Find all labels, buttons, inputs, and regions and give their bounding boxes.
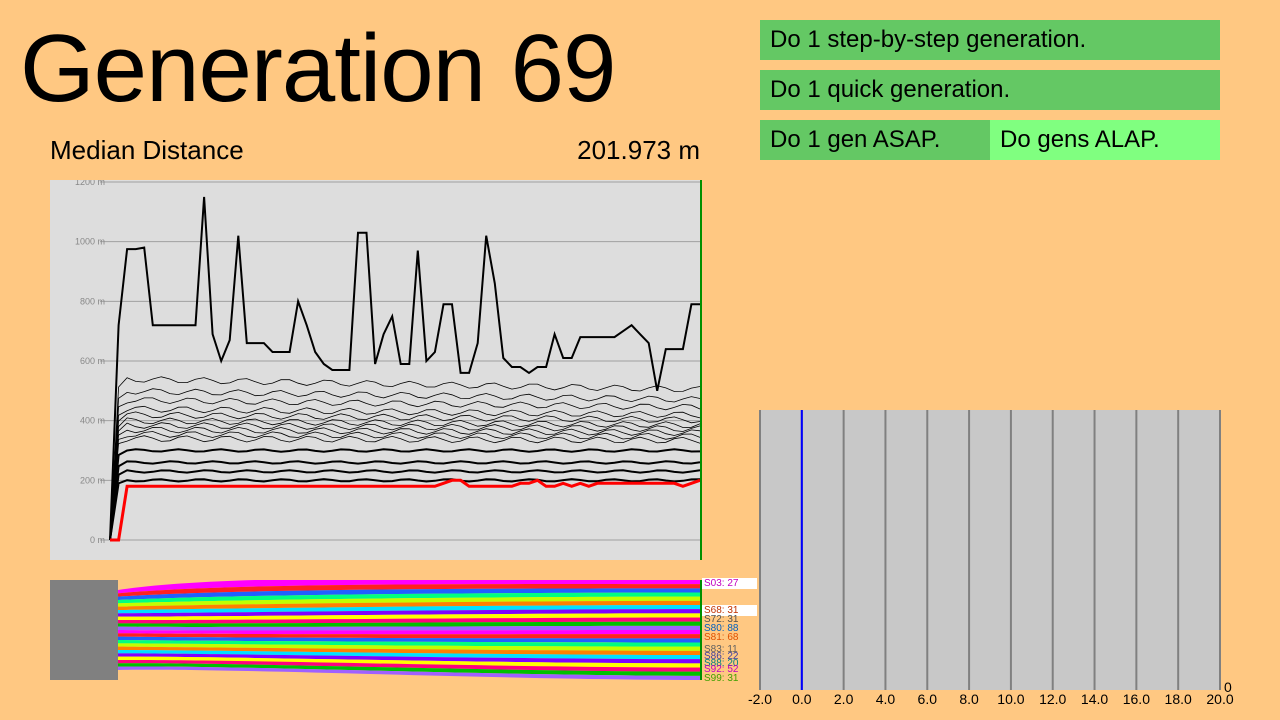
histogram-x-tick: 4.0 bbox=[876, 691, 896, 707]
species-band bbox=[118, 617, 702, 624]
species-band bbox=[118, 633, 702, 639]
percentile-line bbox=[109, 469, 701, 541]
species-band bbox=[118, 592, 702, 604]
generation-title: Generation 69 bbox=[20, 15, 616, 122]
gen-asap-button[interactable]: Do 1 gen ASAP. bbox=[760, 120, 990, 160]
species-stream-graph bbox=[50, 580, 702, 680]
percentile-line bbox=[109, 478, 701, 541]
percentile-line bbox=[109, 411, 701, 541]
species-band bbox=[118, 643, 702, 651]
histogram-x-tick: 2.0 bbox=[834, 691, 854, 707]
histogram-x-tick: 10.0 bbox=[997, 691, 1024, 707]
percentile-line bbox=[109, 405, 701, 541]
y-tick-label: 200 m bbox=[80, 475, 105, 485]
percentile-line bbox=[109, 397, 701, 541]
distance-history-graph: 1200 m 1000 m 800 m 600 m 400 m 200 m 0 m bbox=[50, 180, 702, 560]
median-distance-value: 201.973 m bbox=[577, 135, 700, 165]
graph-background bbox=[50, 180, 700, 560]
species-band bbox=[118, 584, 702, 597]
median-distance-label: Median Distance bbox=[50, 135, 244, 165]
species-label: S80: 88 bbox=[704, 623, 739, 634]
species-label: S81: 68 bbox=[704, 632, 739, 643]
percentile-line bbox=[109, 422, 701, 541]
species-band bbox=[118, 663, 702, 676]
percentile-line bbox=[109, 388, 701, 541]
percentile-line bbox=[109, 448, 701, 541]
species-band bbox=[118, 630, 702, 635]
top-performer-line bbox=[109, 196, 700, 541]
species-band bbox=[118, 653, 702, 664]
species-label: S72: 31 bbox=[704, 614, 739, 625]
species-band bbox=[118, 613, 702, 621]
species-label: S68: 31 bbox=[702, 605, 757, 616]
species-label: S92: 52 bbox=[704, 664, 739, 675]
species-band bbox=[118, 609, 702, 617]
species-band bbox=[118, 605, 702, 614]
species-band bbox=[118, 646, 702, 655]
y-tick-label: 600 m bbox=[80, 356, 105, 366]
histogram-x-tick: 0.0 bbox=[792, 691, 812, 707]
percentile-line bbox=[109, 417, 701, 541]
histogram-x-tick: 20.0 bbox=[1206, 691, 1233, 707]
species-label: S83: 11 bbox=[704, 644, 738, 655]
histogram-x-tick: 18.0 bbox=[1165, 691, 1192, 707]
histogram-x-tick: 8.0 bbox=[959, 691, 979, 707]
species-label: S03: 27 bbox=[702, 578, 757, 589]
percentile-line bbox=[109, 435, 701, 541]
species-band bbox=[118, 650, 702, 660]
species-band bbox=[118, 621, 702, 627]
histogram-y-label: 0 bbox=[1224, 679, 1232, 695]
percentile-line bbox=[109, 376, 701, 541]
species-label: S86: 22 bbox=[704, 651, 739, 662]
species-band bbox=[118, 656, 702, 668]
species-band bbox=[118, 625, 702, 631]
percentile-line bbox=[109, 460, 701, 541]
species-band bbox=[118, 640, 702, 647]
species-band bbox=[118, 588, 702, 600]
species-strip-empty bbox=[50, 580, 118, 680]
species-band bbox=[118, 580, 702, 594]
percentile-line bbox=[109, 431, 701, 541]
gens-alap-button[interactable]: Do gens ALAP. bbox=[990, 120, 1220, 160]
y-tick-label: 400 m bbox=[80, 416, 105, 426]
species-band bbox=[118, 636, 702, 643]
species-label-list: S03: 27 S68: 31 S72: 31 S80: 88 S81: 68 S83: … bbox=[702, 578, 762, 688]
step-by-step-generation-button[interactable]: Do 1 step-by-step generation. bbox=[760, 20, 1220, 60]
histogram-x-tick: 6.0 bbox=[918, 691, 938, 707]
species-band bbox=[118, 659, 702, 672]
median-line bbox=[110, 478, 701, 542]
histogram-x-tick: 12.0 bbox=[1039, 691, 1066, 707]
species-label: S88: 20 bbox=[704, 658, 739, 669]
species-label: S99: 31 bbox=[704, 673, 739, 684]
histogram-x-tick: -2.0 bbox=[748, 691, 772, 707]
histogram-x-tick: 14.0 bbox=[1081, 691, 1108, 707]
y-tick-label: 800 m bbox=[80, 296, 105, 306]
species-band bbox=[118, 596, 702, 607]
quick-generation-button[interactable]: Do 1 quick generation. bbox=[760, 70, 1220, 110]
species-band bbox=[118, 600, 702, 610]
y-tick-label: 1000 m bbox=[75, 237, 105, 247]
histogram-x-tick: 16.0 bbox=[1123, 691, 1150, 707]
fitness-histogram: -2.0 0.0 2.0 4.0 6.0 8.0 10.0 12.0 14.0 16.0 18.0 2… bbox=[748, 410, 1234, 707]
histogram-background bbox=[760, 410, 1220, 690]
species-band bbox=[118, 666, 702, 680]
percentile-line bbox=[109, 426, 701, 541]
y-tick-label: 1200 m bbox=[75, 180, 105, 187]
y-tick-label: 0 m bbox=[90, 535, 105, 545]
